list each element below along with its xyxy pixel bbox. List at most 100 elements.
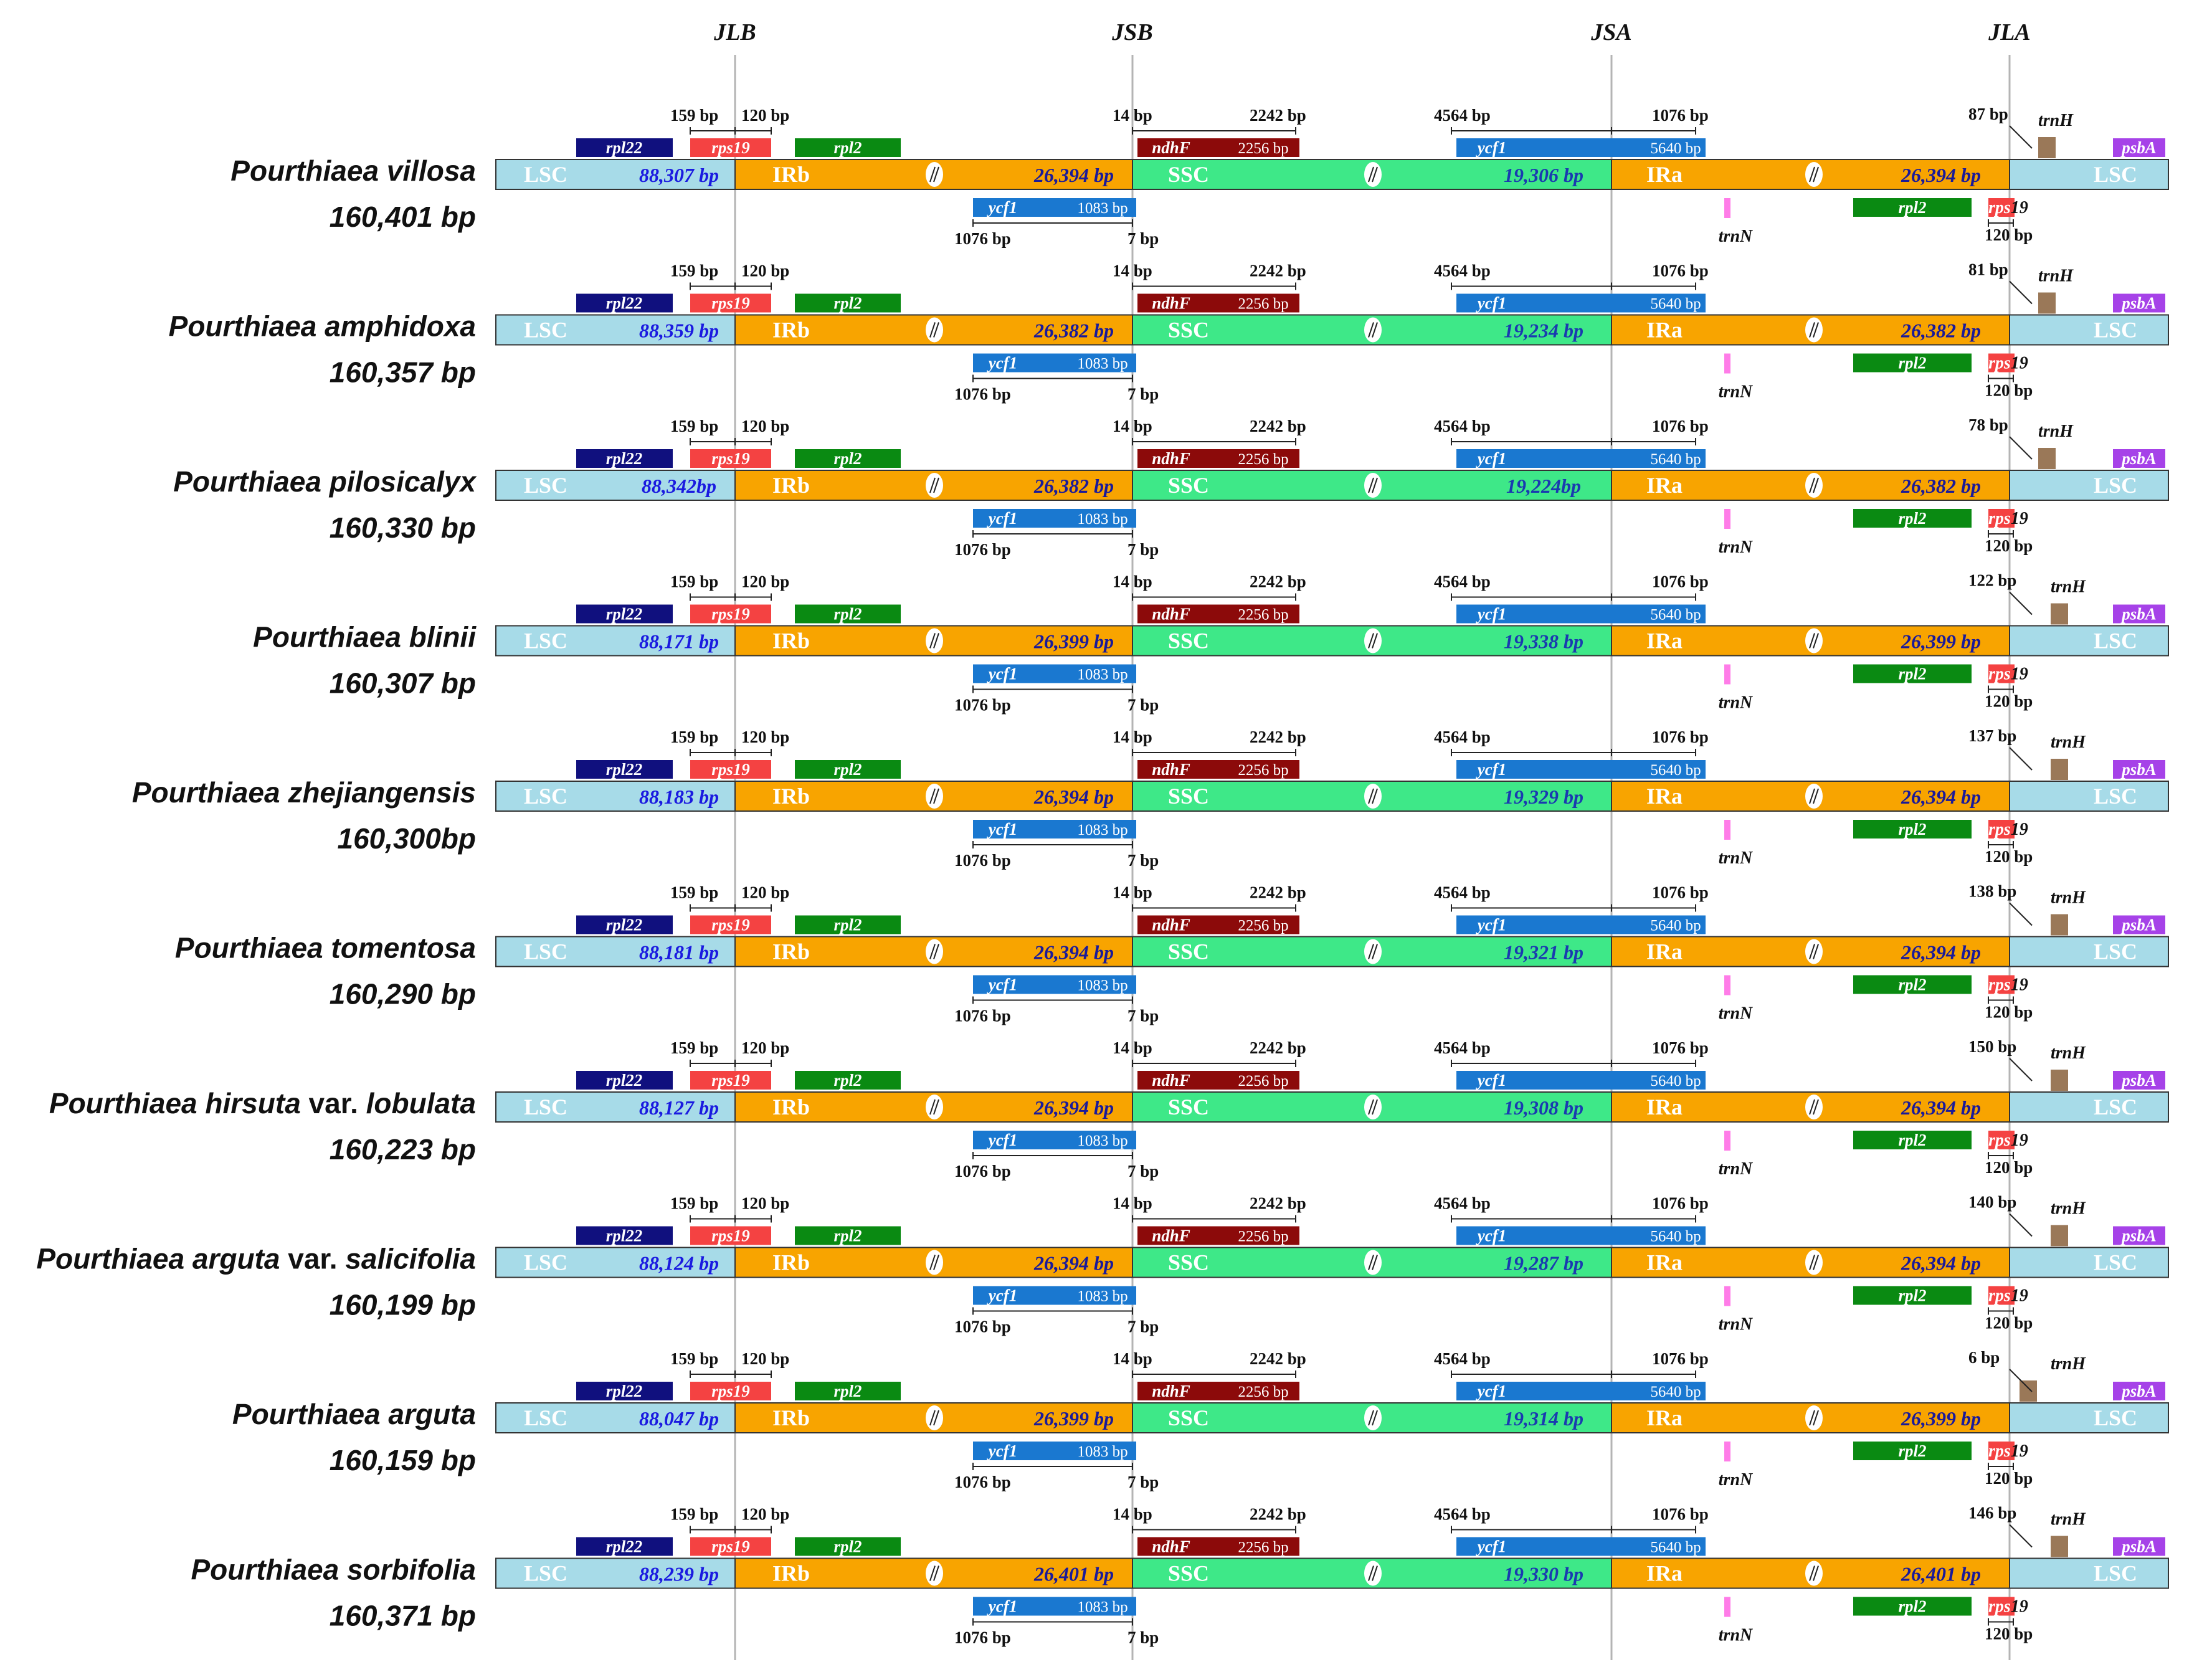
gene-ndhf-label: ndhF: [1152, 138, 1190, 157]
gene-ycf1-ir-label: ycf1: [987, 665, 1017, 683]
gene-ycf1-ir: [973, 1131, 1136, 1149]
gene-rpl2-irb-label: rpl2: [833, 605, 862, 624]
dist-ndhf-jsb: 14 bp: [1113, 1349, 1152, 1368]
region-ira-label: IRa: [1646, 1405, 1683, 1430]
gene-ndhf-length: 2256 bp: [1238, 762, 1288, 779]
gene-psba-label: psbA: [2120, 1382, 2157, 1400]
dist-ndhf-ssc: 2242 bp: [1250, 262, 1306, 280]
break-marker-bg: [1805, 162, 1823, 187]
bracket-ndhf: [1132, 1526, 1296, 1534]
dist-rps19-jla: 120 bp: [1985, 1158, 2033, 1177]
break-marker-slash-1: [929, 1410, 936, 1426]
gene-trnh-label: trnH: [2038, 422, 2074, 441]
gene-rpl2-irb: [795, 1071, 901, 1090]
gene-rps19-ira-label-part: rps: [1988, 976, 2011, 995]
gene-trnn: [1724, 1597, 1730, 1617]
dist-ndhf-ssc: 2242 bp: [1250, 883, 1306, 902]
region-lsc-left-label: LSC: [524, 1250, 567, 1275]
break-marker: [926, 317, 943, 343]
break-marker-bg: [1364, 1095, 1382, 1119]
gene-rpl22-label: rpl22: [606, 449, 643, 468]
gene-psba-label: psbA: [2120, 916, 2157, 934]
region-lsc-left-label: LSC: [524, 939, 567, 964]
break-marker-bg: [926, 1095, 943, 1119]
break-marker-slash-2: [1372, 477, 1378, 493]
gene-trnn: [1724, 664, 1730, 685]
dist-ycf1-ira: 1076 bp: [1652, 262, 1709, 280]
break-marker-slash-1: [1368, 322, 1374, 338]
gene-ndhf-length: 2256 bp: [1238, 918, 1288, 934]
gene-ycf1-ir-label: ycf1: [987, 198, 1017, 217]
junction-label-jsa: JSA: [1590, 19, 1631, 45]
gene-ycf1-ir-length: 1083 bp: [1077, 1288, 1127, 1305]
dist-ycf1-ira: 1076 bp: [1652, 1194, 1709, 1213]
region-irb-label: IRb: [772, 1095, 810, 1119]
gene-ycf1: [1456, 138, 1706, 157]
break-marker: [1805, 317, 1823, 343]
break-marker: [1805, 473, 1823, 498]
gene-ndhf-label: ndhF: [1152, 605, 1190, 624]
gene-rps19-label: rps19: [711, 605, 750, 624]
gene-rps19-ira-label-rest: 19: [2011, 1286, 2028, 1306]
dist-ycf1-irb: 1076 bp: [954, 851, 1011, 870]
dist-rpl22-jlb: 159 bp: [670, 417, 718, 435]
dist-ndhf-ssc: 2242 bp: [1250, 106, 1306, 125]
gene-trnh: [2020, 1380, 2037, 1402]
dist-rps19-jlb: 120 bp: [741, 1038, 789, 1057]
species-name-main: Pourthiaea tomentosa: [175, 932, 476, 964]
break-marker-slash-1: [1809, 633, 1815, 648]
break-marker: [926, 1561, 943, 1586]
dist-ycf1-jsb: 7 bp: [1127, 1162, 1159, 1181]
dist-rps19-jlb: 120 bp: [741, 417, 789, 435]
gene-rps19-label: rps19: [711, 1071, 750, 1090]
gene-ycf1-label: ycf1: [1476, 605, 1506, 624]
species-name-main: Pourthiaea blinii: [253, 621, 477, 653]
dist-rps19-jla: 120 bp: [1985, 536, 2033, 555]
break-marker: [926, 784, 943, 809]
break-marker: [1364, 628, 1382, 653]
bracket-ycf1-ssc: [1451, 127, 1612, 135]
dist-ycf1-irb: 1076 bp: [954, 1628, 1011, 1647]
dist-ycf1-irb: 1076 bp: [954, 1007, 1011, 1025]
break-marker-bg: [1805, 1561, 1823, 1586]
break-marker-bg: [1805, 628, 1823, 653]
break-marker-slash-2: [1813, 1565, 1819, 1581]
gene-rpl2-irb: [795, 1382, 901, 1400]
break-marker: [1805, 1250, 1823, 1275]
gene-trnn: [1724, 820, 1730, 840]
break-marker: [1364, 473, 1382, 498]
gene-psba: [2113, 760, 2165, 779]
dist-rps19-jlb: 120 bp: [741, 262, 789, 280]
gene-rpl2-irb-label: rpl2: [833, 916, 862, 934]
gene-ndhf-length: 2256 bp: [1238, 1228, 1288, 1245]
gene-rpl2-irb-label: rpl2: [833, 294, 862, 313]
gene-psba: [2113, 138, 2165, 157]
bracket-ycf1-ira: [1611, 593, 1696, 601]
gene-ycf1: [1456, 293, 1706, 313]
break-marker-slash-2: [933, 1565, 939, 1581]
gene-trnn-label: trnN: [1719, 382, 1754, 402]
break-marker-bg: [1364, 473, 1382, 498]
gene-trnh-label: trnH: [2051, 1354, 2086, 1374]
gene-trnh: [2038, 292, 2056, 314]
break-marker: [1805, 784, 1823, 809]
species-row-8: Pourthiaea arguta var. salicifolia 160,19…: [36, 1193, 2169, 1336]
gene-rps19: [690, 1382, 771, 1400]
dist-ndhf-jsb: 14 bp: [1113, 1038, 1152, 1057]
dist-rps19-jla: 120 bp: [1985, 226, 2033, 244]
gene-ycf1: [1456, 1537, 1706, 1556]
gene-rpl2-irb-label: rpl2: [833, 449, 862, 468]
species-name: Pourthiaea zhejiangensis: [132, 776, 476, 809]
bracket-ndhf: [1132, 593, 1296, 601]
break-marker-bg: [1805, 1405, 1823, 1430]
gene-ycf1-ir-label: ycf1: [987, 1286, 1017, 1305]
region-lsc-left: [495, 781, 736, 812]
gene-ycf1-ir: [973, 1286, 1136, 1305]
gene-rpl2-ira: [1853, 1286, 1972, 1305]
break-marker: [1364, 317, 1382, 343]
region-lsc-left-label: LSC: [524, 629, 567, 653]
gene-trnn-label: trnN: [1719, 693, 1754, 713]
region-ssc-length: 19,306 bp: [1504, 164, 1583, 186]
gene-rps19-label: rps19: [711, 916, 750, 934]
region-lsc-left: [495, 159, 736, 190]
